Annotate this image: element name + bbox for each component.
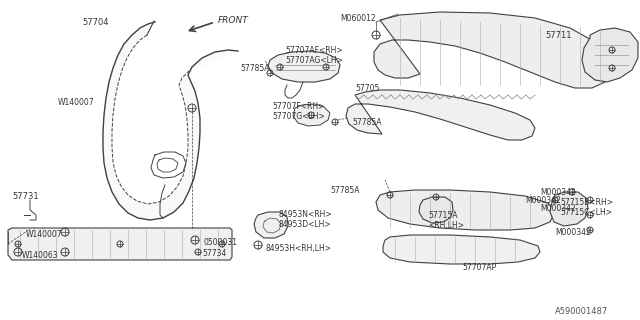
Polygon shape bbox=[293, 104, 330, 126]
Text: W140007: W140007 bbox=[58, 98, 95, 107]
Polygon shape bbox=[374, 12, 612, 88]
Text: 57707F<RH>: 57707F<RH> bbox=[272, 101, 324, 110]
Text: 57707AF<RH>: 57707AF<RH> bbox=[285, 45, 342, 54]
Text: M000342: M000342 bbox=[525, 196, 561, 204]
Text: W140007: W140007 bbox=[26, 229, 63, 238]
Polygon shape bbox=[419, 197, 453, 223]
Text: 57731: 57731 bbox=[12, 191, 38, 201]
Text: 84953H<RH,LH>: 84953H<RH,LH> bbox=[265, 244, 331, 252]
Text: 57734: 57734 bbox=[202, 250, 227, 259]
Text: 84953N<RH>: 84953N<RH> bbox=[278, 210, 332, 219]
Text: M060012: M060012 bbox=[340, 13, 376, 22]
Text: 57705: 57705 bbox=[355, 84, 380, 92]
Polygon shape bbox=[103, 21, 238, 220]
Polygon shape bbox=[268, 51, 340, 82]
Polygon shape bbox=[582, 28, 638, 82]
Text: 57785A: 57785A bbox=[330, 186, 360, 195]
Text: 57711: 57711 bbox=[545, 30, 572, 39]
Text: 57715A: 57715A bbox=[428, 211, 458, 220]
Text: 84953D<LH>: 84953D<LH> bbox=[278, 220, 331, 228]
Polygon shape bbox=[383, 235, 540, 264]
Text: 57704: 57704 bbox=[82, 18, 109, 27]
Text: 57785A: 57785A bbox=[352, 117, 381, 126]
Text: M000342: M000342 bbox=[555, 228, 591, 236]
Polygon shape bbox=[346, 90, 535, 140]
Text: 57707AP: 57707AP bbox=[462, 263, 496, 273]
Text: 0500031: 0500031 bbox=[203, 237, 237, 246]
Polygon shape bbox=[8, 228, 232, 260]
Text: FRONT: FRONT bbox=[218, 15, 249, 25]
Polygon shape bbox=[254, 212, 288, 238]
Text: W140063: W140063 bbox=[22, 252, 59, 260]
Text: M000342: M000342 bbox=[540, 188, 576, 196]
Polygon shape bbox=[550, 192, 588, 226]
Polygon shape bbox=[376, 190, 555, 230]
Text: M000342: M000342 bbox=[540, 204, 576, 212]
Text: <RH,LH>: <RH,LH> bbox=[428, 220, 464, 229]
Text: 57715C<LH>: 57715C<LH> bbox=[560, 207, 612, 217]
Text: 57707AG<LH>: 57707AG<LH> bbox=[285, 55, 343, 65]
Text: 57707G<LH>: 57707G<LH> bbox=[272, 111, 324, 121]
Text: 57785A: 57785A bbox=[240, 63, 269, 73]
Text: 57715B<RH>: 57715B<RH> bbox=[560, 197, 613, 206]
Text: A590001487: A590001487 bbox=[555, 308, 608, 316]
